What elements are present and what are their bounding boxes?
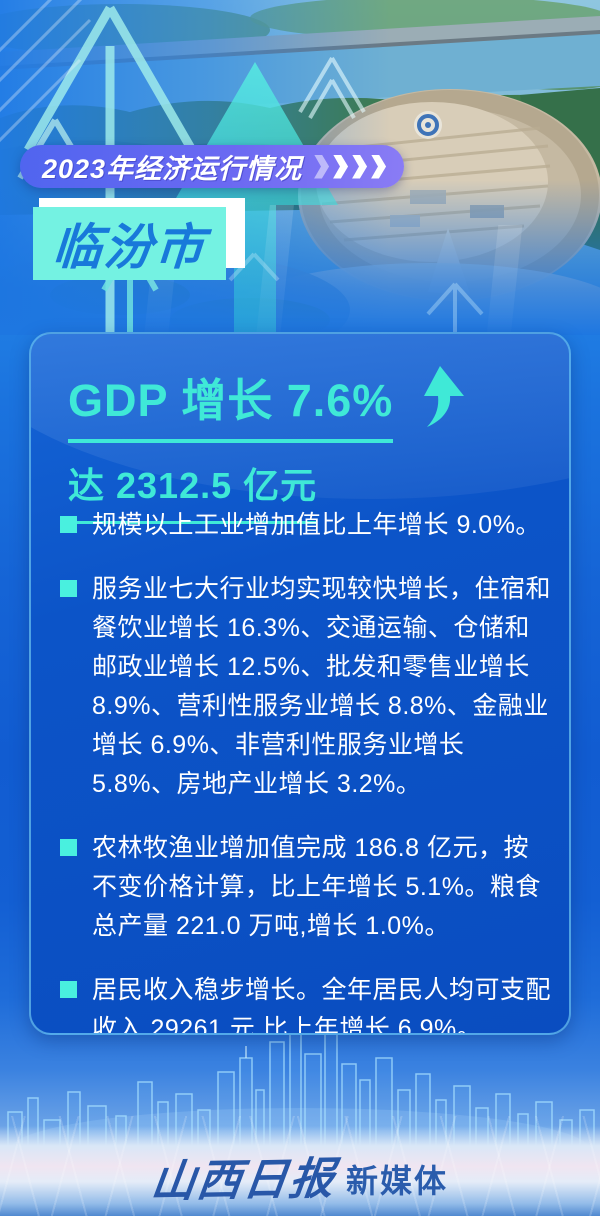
city-name-box: 临汾市 [33, 198, 245, 280]
bullet-square-icon [60, 580, 77, 597]
banner-title: 2023年经济运行情况 [42, 154, 303, 184]
chevron-right-icon [352, 154, 368, 179]
gdp-total-value: 达 2312.5 亿元 [68, 457, 318, 524]
bullet-text: 规模以上工业增加值比上年增长 9.0%。 [92, 511, 541, 539]
bullet-text: 农林牧渔业增加值完成 186.8 亿元，按不变价格计算，比上年增长 5.1%。粮… [92, 834, 541, 940]
year-banner: 2023年经济运行情况 [20, 145, 405, 188]
bullet-square-icon [60, 516, 77, 533]
city-box-cyan: 临汾市 [33, 207, 226, 280]
stats-bullet-list: 规模以上工业增加值比上年增长 9.0%。 服务业七大行业均实现较快增长，住宿和餐… [60, 506, 552, 1035]
list-item: 居民收入稳步增长。全年居民人均可支配收入 29261 元,比上年增长 6.9%。 [60, 971, 552, 1035]
gdp-stats-card: GDP 增长 7.6% 达 2312.5 亿元 规模以上工业增加值比上年增长 9… [29, 332, 571, 1035]
list-item: 规模以上工业增加值比上年增长 9.0%。 [60, 506, 552, 545]
bullet-text: 居民收入稳步增长。全年居民人均可支配收入 29261 元,比上年增长 6.9%。 [92, 976, 552, 1035]
bullet-square-icon [60, 981, 77, 998]
publisher-logo-script: 山西日报 [148, 1153, 339, 1208]
footer-strip: 山西日报 新媒体 [0, 1116, 600, 1216]
chevron-right-icon [314, 154, 330, 179]
gdp-headline-block: GDP 增长 7.6% 达 2312.5 亿元 [68, 364, 465, 524]
bullet-square-icon [60, 839, 77, 856]
list-item: 农林牧渔业增加值完成 186.8 亿元，按不变价格计算，比上年增长 5.1%。粮… [60, 829, 552, 946]
chevron-right-icon [371, 154, 387, 179]
chevron-right-icon [333, 154, 349, 179]
city-name: 临汾市 [50, 221, 208, 275]
gdp-growth-headline: GDP 增长 7.6% [68, 364, 394, 443]
chevrons-right-icon [314, 154, 387, 179]
growth-arrows-decoration [0, 0, 366, 335]
up-trend-arrow-icon [424, 365, 465, 427]
list-item: 服务业七大行业均实现较快增长，住宿和餐饮业增长 16.3%、交通运输、仓储和邮政… [60, 570, 552, 804]
publisher-logo-suffix: 新媒体 [345, 1163, 448, 1199]
bullet-text: 服务业七大行业均实现较快增长，住宿和餐饮业增长 16.3%、交通运输、仓储和邮政… [92, 575, 552, 798]
up-arrow-outline-icon [426, 282, 484, 332]
publisher-logo: 山西日报 新媒体 [0, 1144, 600, 1208]
